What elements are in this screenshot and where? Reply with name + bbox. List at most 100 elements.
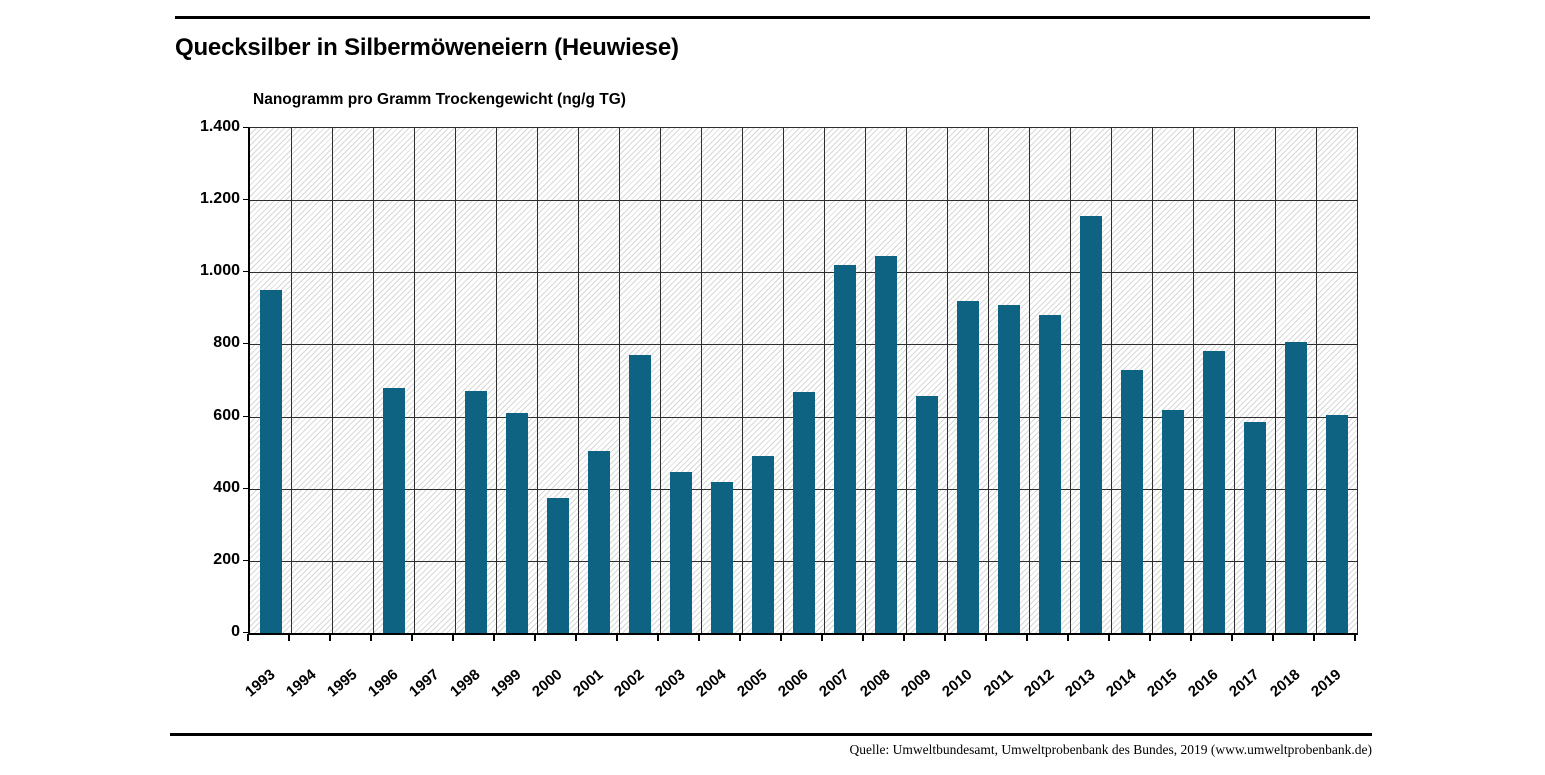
bar-2005 — [751, 456, 774, 633]
x-label-2019: 2019 — [1308, 665, 1345, 701]
y-tick-label-1.400: 1.400 — [199, 118, 240, 135]
bar-2007 — [833, 265, 856, 633]
x-label-2015: 2015 — [1144, 665, 1181, 701]
gridline-y — [250, 272, 1357, 274]
gridline-x — [618, 128, 620, 633]
source-credit: Quelle: Umweltbundesamt, Umweltprobenban… — [849, 742, 1372, 757]
x-label-2005: 2005 — [734, 665, 771, 701]
bar-2013 — [1079, 216, 1102, 633]
x-tick-mark — [616, 634, 618, 641]
x-tick-mark — [370, 634, 372, 641]
gridline-x — [659, 128, 661, 633]
y-tick-label-600: 600 — [213, 406, 240, 424]
x-tick-mark — [575, 634, 577, 641]
plot-area — [248, 127, 1358, 635]
x-tick-mark — [411, 634, 413, 641]
x-label-2004: 2004 — [693, 665, 730, 701]
x-label-2013: 2013 — [1062, 665, 1099, 701]
gridline-x — [290, 128, 292, 633]
y-tick-label-1.200: 1.200 — [199, 190, 240, 208]
y-tick-label-400: 400 — [213, 478, 240, 496]
x-label-2010: 2010 — [939, 665, 976, 701]
gridline-x — [495, 128, 497, 633]
x-label-2003: 2003 — [652, 665, 689, 701]
y-tick-label-0: 0 — [231, 623, 240, 640]
bar-1996 — [382, 387, 405, 633]
gridline-x — [1192, 128, 1194, 633]
bar-2004 — [710, 481, 733, 633]
bar-2017 — [1243, 422, 1266, 633]
x-tick-mark — [247, 634, 249, 641]
x-label-2011: 2011 — [981, 665, 1017, 700]
x-tick-mark — [657, 634, 659, 641]
gridline-x — [1110, 128, 1112, 633]
gridline-x — [1069, 128, 1071, 633]
bar-2009 — [915, 395, 938, 633]
gridline-x — [1151, 128, 1153, 633]
x-label-1993: 1993 — [242, 665, 279, 701]
y-axis-title: Nanogramm pro Gramm Trockengewicht (ng/g… — [253, 91, 626, 108]
bar-2008 — [874, 256, 897, 633]
gridline-x — [536, 128, 538, 633]
gridline-x — [905, 128, 907, 633]
x-tick-mark — [452, 634, 454, 641]
bar-2011 — [997, 304, 1020, 633]
y-tick-mark — [243, 127, 248, 128]
bar-2014 — [1120, 369, 1143, 633]
gridline-x — [1233, 128, 1235, 633]
x-tick-mark — [1313, 634, 1315, 641]
gridline-x — [864, 128, 866, 633]
bar-2006 — [792, 392, 815, 633]
x-tick-mark — [493, 634, 495, 641]
gridline-x — [741, 128, 743, 633]
bar-2016 — [1202, 350, 1225, 633]
x-label-1994: 1994 — [283, 665, 320, 701]
x-label-2018: 2018 — [1267, 665, 1304, 701]
y-tick-mark — [243, 487, 248, 489]
x-label-2016: 2016 — [1185, 665, 1222, 701]
bar-2012 — [1038, 314, 1061, 633]
y-tick-mark — [243, 199, 248, 201]
bar-1998 — [464, 391, 487, 633]
x-label-2006: 2006 — [775, 665, 812, 701]
x-label-2000: 2000 — [529, 665, 566, 701]
x-tick-mark — [821, 634, 823, 641]
y-tick-label-200: 200 — [213, 550, 240, 568]
y-tick-label-800: 800 — [213, 334, 240, 352]
x-tick-mark — [780, 634, 782, 641]
gridline-x — [1028, 128, 1030, 633]
x-label-2009: 2009 — [898, 665, 935, 701]
x-tick-mark — [985, 634, 987, 641]
x-label-2001: 2001 — [570, 665, 607, 701]
x-tick-mark — [1231, 634, 1233, 641]
x-label-2007: 2007 — [816, 665, 853, 701]
y-tick-mark — [243, 559, 248, 561]
gridline-x — [577, 128, 579, 633]
bar-2000 — [546, 497, 569, 633]
x-label-2012: 2012 — [1021, 665, 1058, 701]
bar-2015 — [1161, 410, 1184, 633]
x-label-1998: 1998 — [447, 665, 484, 701]
x-tick-mark — [698, 634, 700, 641]
bar-2002 — [628, 355, 651, 633]
y-tick-mark — [243, 415, 248, 417]
y-tick-mark — [243, 632, 248, 633]
gridline-x — [1315, 128, 1317, 633]
y-tick-label-1.000: 1.000 — [199, 262, 240, 280]
x-tick-mark — [739, 634, 741, 641]
x-label-2008: 2008 — [857, 665, 894, 701]
page-title: Quecksilber in Silbermöweneiern (Heuwies… — [175, 34, 679, 61]
gridline-x — [413, 128, 415, 633]
x-tick-mark — [1190, 634, 1192, 641]
x-label-1996: 1996 — [365, 665, 402, 701]
bar-2019 — [1325, 414, 1348, 633]
gridline-x — [987, 128, 989, 633]
x-tick-mark — [1354, 634, 1356, 641]
top-divider — [175, 16, 1370, 19]
x-tick-mark — [1067, 634, 1069, 641]
gridline-y — [250, 344, 1357, 346]
bottom-divider — [170, 733, 1372, 736]
bar-1999 — [505, 412, 528, 633]
x-label-2002: 2002 — [611, 665, 648, 701]
